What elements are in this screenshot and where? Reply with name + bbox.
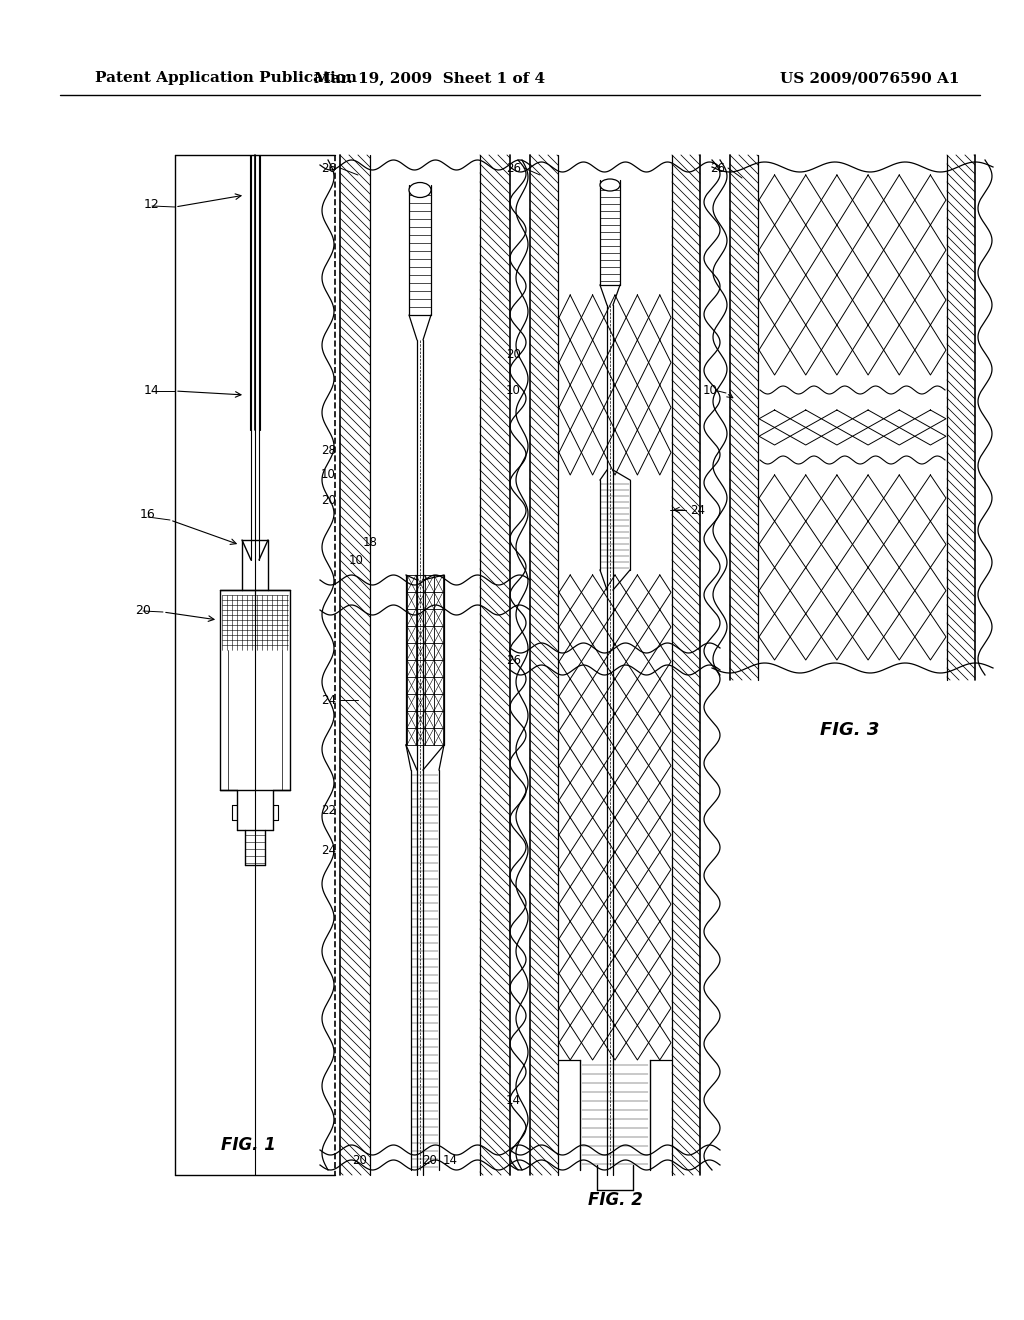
Text: 24: 24 — [321, 843, 336, 857]
Bar — [672, 154, 700, 1175]
Text: 24: 24 — [690, 503, 705, 516]
Text: 10: 10 — [703, 384, 718, 396]
Text: 14: 14 — [506, 1093, 521, 1106]
Text: 18: 18 — [362, 536, 378, 549]
Bar — [340, 154, 370, 1175]
Bar — [530, 154, 558, 1175]
Text: 20: 20 — [322, 494, 336, 507]
Text: 26: 26 — [710, 161, 725, 174]
Bar — [730, 154, 758, 680]
Text: 16: 16 — [140, 508, 156, 521]
Text: FIG. 1: FIG. 1 — [220, 1137, 275, 1154]
Text: 10: 10 — [348, 553, 364, 566]
Text: 20: 20 — [423, 1154, 437, 1167]
Text: Mar. 19, 2009  Sheet 1 of 4: Mar. 19, 2009 Sheet 1 of 4 — [314, 71, 546, 84]
Text: 24: 24 — [321, 693, 336, 706]
Ellipse shape — [409, 182, 431, 198]
Text: 20: 20 — [506, 348, 521, 362]
Text: US 2009/0076590 A1: US 2009/0076590 A1 — [780, 71, 959, 84]
Text: 12: 12 — [144, 198, 160, 211]
Bar — [480, 154, 510, 1175]
Text: 20: 20 — [352, 1154, 368, 1167]
Text: 10: 10 — [506, 384, 521, 396]
Text: 26: 26 — [506, 161, 521, 174]
Text: 28: 28 — [322, 444, 336, 457]
Text: 26: 26 — [321, 161, 336, 174]
Text: 14: 14 — [144, 384, 160, 396]
Text: FIG. 3: FIG. 3 — [820, 721, 880, 739]
Text: 22: 22 — [321, 804, 336, 817]
Text: Patent Application Publication: Patent Application Publication — [95, 71, 357, 84]
Text: 10: 10 — [322, 469, 336, 482]
Ellipse shape — [600, 180, 620, 191]
Bar — [947, 154, 975, 680]
Text: FIG. 2: FIG. 2 — [588, 1191, 642, 1209]
Text: 14: 14 — [442, 1154, 458, 1167]
Text: 26: 26 — [506, 653, 521, 667]
Text: 20: 20 — [135, 603, 151, 616]
